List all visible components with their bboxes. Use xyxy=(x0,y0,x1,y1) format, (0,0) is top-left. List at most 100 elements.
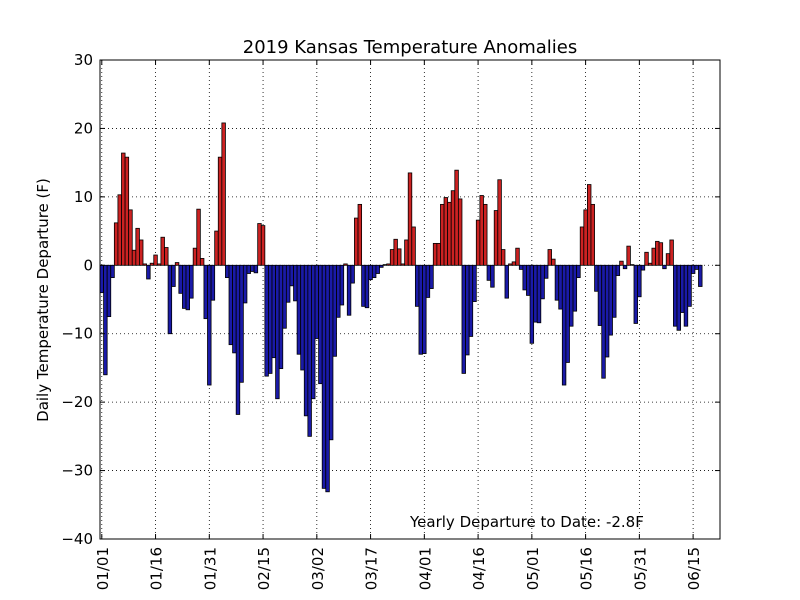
bar-negative xyxy=(554,264,560,301)
bar-negative xyxy=(325,264,330,493)
bar-negative xyxy=(604,264,610,358)
bar-negative xyxy=(371,264,377,279)
y-tick-label: 0 xyxy=(83,256,93,274)
bar-positive xyxy=(404,239,409,266)
bar-positive xyxy=(647,262,653,266)
bar-negative xyxy=(239,264,244,383)
bar-positive xyxy=(124,156,130,266)
bar-negative xyxy=(429,264,434,289)
bar-negative xyxy=(110,264,115,279)
bar-negative xyxy=(303,264,309,417)
bar-negative xyxy=(379,264,384,268)
bar-negative xyxy=(465,264,470,356)
bar-negative xyxy=(178,264,183,294)
x-tick-label: 05/01 xyxy=(524,547,542,590)
bar-positive xyxy=(149,262,155,266)
y-tick-label: −10 xyxy=(61,325,93,343)
bar-positive xyxy=(590,203,595,266)
bar-positive xyxy=(440,203,445,266)
x-tick-label: 04/16 xyxy=(470,547,488,590)
bar-positive xyxy=(142,263,147,266)
bar-negative xyxy=(321,264,327,489)
bar-positive xyxy=(113,222,119,266)
bar-negative xyxy=(468,264,474,337)
bar-negative xyxy=(182,264,187,309)
bar-negative xyxy=(680,264,685,313)
bar-positive xyxy=(511,261,517,266)
bar-positive xyxy=(382,264,388,266)
bar-negative xyxy=(375,264,380,274)
yearly-departure-annotation: Yearly Departure to Date: -2.8F xyxy=(409,513,644,531)
bar-positive xyxy=(454,169,459,266)
bar-negative xyxy=(422,264,427,354)
bar-negative xyxy=(250,264,255,272)
bar-positive xyxy=(128,209,133,266)
bar-negative xyxy=(368,264,373,281)
bar-negative xyxy=(504,264,509,299)
y-axis-label: Daily Temperature Departure (F) xyxy=(34,178,52,422)
bar-negative xyxy=(425,264,431,298)
bar-negative xyxy=(522,264,527,291)
bar-negative xyxy=(558,264,563,310)
bar-positive xyxy=(164,247,169,266)
bar-positive xyxy=(343,263,348,266)
bar-negative xyxy=(572,264,578,312)
bar-negative xyxy=(576,264,581,279)
bar-negative xyxy=(311,264,316,400)
bar-negative xyxy=(171,264,176,287)
bar-negative xyxy=(350,264,355,284)
bar-negative xyxy=(271,264,276,359)
grid-lines xyxy=(100,60,720,539)
bar-positive xyxy=(121,152,126,266)
bars-group xyxy=(99,122,703,493)
bar-negative xyxy=(296,264,302,355)
bar-positive xyxy=(587,184,592,266)
bar-negative xyxy=(543,264,549,279)
bar-negative xyxy=(146,264,151,280)
bar-positive xyxy=(508,263,513,266)
bar-negative xyxy=(640,264,646,271)
bar-negative xyxy=(490,264,495,288)
bar-negative xyxy=(293,264,298,302)
chart-title: 2019 Kansas Temperature Anomalies xyxy=(243,37,577,58)
bar-negative xyxy=(608,264,613,336)
bar-negative xyxy=(637,264,642,298)
bar-negative xyxy=(662,264,667,270)
bar-negative xyxy=(246,264,251,274)
bar-positive xyxy=(669,239,674,266)
bar-positive xyxy=(626,245,631,266)
x-tick-label: 03/17 xyxy=(363,547,381,590)
bar-positive xyxy=(493,210,499,266)
bar-negative xyxy=(418,264,423,355)
bar-negative xyxy=(622,264,628,270)
bar-negative xyxy=(633,264,638,324)
bar-negative xyxy=(594,264,599,292)
bar-negative xyxy=(318,264,323,385)
bar-positive xyxy=(436,242,441,266)
bar-negative xyxy=(307,264,312,437)
bar-positive xyxy=(117,194,122,266)
bar-negative xyxy=(565,264,570,363)
x-tick-label: 05/31 xyxy=(631,547,649,590)
bar-negative xyxy=(225,264,230,279)
bar-negative xyxy=(536,264,542,324)
bar-positive xyxy=(199,258,205,266)
bar-negative xyxy=(561,264,567,386)
bar-negative xyxy=(694,264,699,270)
bar-negative xyxy=(103,264,108,376)
bar-positive xyxy=(221,122,226,266)
bar-negative xyxy=(264,264,269,377)
bar-negative xyxy=(683,264,689,327)
bar-positive xyxy=(217,156,223,266)
bar-negative xyxy=(518,264,524,270)
bar-negative xyxy=(569,264,574,327)
x-tick-label: 04/01 xyxy=(416,547,434,590)
y-tick-label: 10 xyxy=(74,188,93,206)
bar-negative xyxy=(203,264,208,320)
bar-negative xyxy=(698,264,703,287)
bar-negative xyxy=(687,264,692,307)
bar-positive xyxy=(450,190,456,266)
bar-negative xyxy=(300,264,305,371)
bar-negative xyxy=(275,264,280,400)
bar-negative xyxy=(690,264,696,274)
